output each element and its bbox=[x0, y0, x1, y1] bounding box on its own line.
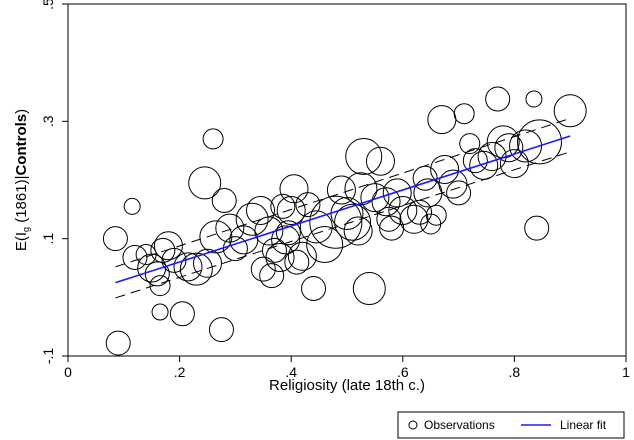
observation-point bbox=[553, 94, 587, 128]
observation-point bbox=[211, 188, 237, 214]
observation-point bbox=[309, 195, 363, 249]
observation-point bbox=[279, 174, 309, 204]
observation-point bbox=[388, 196, 418, 226]
x-axis-title: Religiosity (late 18th c.) bbox=[269, 377, 425, 394]
observation-point bbox=[105, 330, 131, 356]
observation-point bbox=[343, 216, 373, 246]
observation-point bbox=[102, 226, 128, 252]
x-tick-label: 0 bbox=[64, 364, 72, 380]
observation-point bbox=[122, 244, 148, 270]
x-tick-label: 1 bbox=[622, 364, 630, 380]
observation-point bbox=[485, 86, 511, 112]
y-tick-label: .1 bbox=[40, 233, 56, 245]
observation-point bbox=[494, 133, 524, 163]
y-axis-title-suffix: ) bbox=[13, 109, 30, 114]
observation-point bbox=[295, 192, 321, 218]
observation-point bbox=[275, 220, 301, 246]
observation-point bbox=[352, 272, 386, 306]
observation-point bbox=[270, 193, 296, 219]
observation-point bbox=[271, 225, 301, 255]
observation-point bbox=[371, 187, 401, 217]
observation-point bbox=[235, 202, 269, 236]
observation-point bbox=[265, 242, 295, 272]
observation-point bbox=[499, 149, 529, 179]
legend-box bbox=[397, 411, 625, 439]
y-tick-label: .5 bbox=[40, 0, 56, 10]
observation-point bbox=[407, 199, 433, 225]
y-axis-title-prefix: E(I bbox=[13, 232, 30, 251]
legend-observations-marker bbox=[408, 420, 418, 430]
x-tick-label: .8 bbox=[509, 364, 521, 380]
observation-point bbox=[246, 196, 276, 226]
observation-point bbox=[259, 263, 285, 289]
plot-frame bbox=[67, 3, 627, 357]
observation-point bbox=[287, 241, 317, 271]
observation-point bbox=[345, 138, 383, 176]
observation-point bbox=[169, 301, 195, 327]
legend-fit-label: Linear fit bbox=[560, 418, 607, 432]
observation-point bbox=[446, 180, 472, 206]
observation-point bbox=[284, 249, 310, 275]
observation-point bbox=[334, 203, 372, 241]
observation-point bbox=[123, 197, 141, 215]
y-axis-title-subscript: g bbox=[21, 227, 31, 232]
observation-point bbox=[208, 317, 234, 343]
observation-point bbox=[425, 204, 447, 226]
observation-point bbox=[459, 133, 481, 155]
observation-point bbox=[453, 103, 475, 125]
legend: Observations Linear fit bbox=[397, 411, 625, 439]
observation-point bbox=[517, 119, 563, 165]
observation-point bbox=[525, 90, 543, 108]
observation-point bbox=[306, 226, 344, 264]
observation-point bbox=[301, 276, 327, 302]
axes: 0 .2 .4 .6 .8 1 -.1 .1 .3 .5 bbox=[40, 0, 630, 380]
observation-point bbox=[202, 128, 224, 150]
y-axis-title-middle: (1861)| bbox=[13, 176, 30, 227]
observation-point bbox=[430, 154, 460, 184]
y-tick-label: .3 bbox=[40, 115, 56, 127]
observation-point bbox=[524, 215, 550, 241]
observation-point bbox=[399, 204, 429, 234]
observation-point bbox=[344, 172, 378, 206]
x-tick-label: .6 bbox=[397, 364, 409, 380]
observation-point bbox=[365, 146, 395, 176]
observation-point bbox=[149, 275, 171, 297]
y-axis-title-bold: Controls bbox=[13, 114, 30, 176]
observation-point bbox=[153, 231, 183, 261]
observation-point bbox=[276, 196, 306, 226]
observation-point bbox=[261, 237, 287, 263]
linear-fit-line bbox=[115, 135, 571, 284]
observation-point bbox=[462, 148, 488, 174]
observation-point bbox=[150, 237, 176, 263]
plot-area bbox=[102, 86, 587, 356]
x-tick-label: .4 bbox=[285, 364, 297, 380]
observation-point bbox=[188, 166, 222, 200]
observation-point bbox=[360, 183, 390, 213]
y-tick-label: -.1 bbox=[40, 348, 56, 365]
observation-point bbox=[151, 303, 169, 321]
legend-observations-label: Observations bbox=[424, 418, 495, 432]
observation-point bbox=[173, 252, 203, 282]
y-axis-title: E(Ig (1861)|Controls) bbox=[13, 109, 31, 251]
observation-point bbox=[299, 210, 333, 244]
observation-point bbox=[193, 248, 222, 278]
observation-point bbox=[326, 175, 356, 205]
observation-point bbox=[250, 256, 276, 282]
observation-point bbox=[179, 252, 213, 286]
x-tick-label: .2 bbox=[174, 364, 186, 380]
